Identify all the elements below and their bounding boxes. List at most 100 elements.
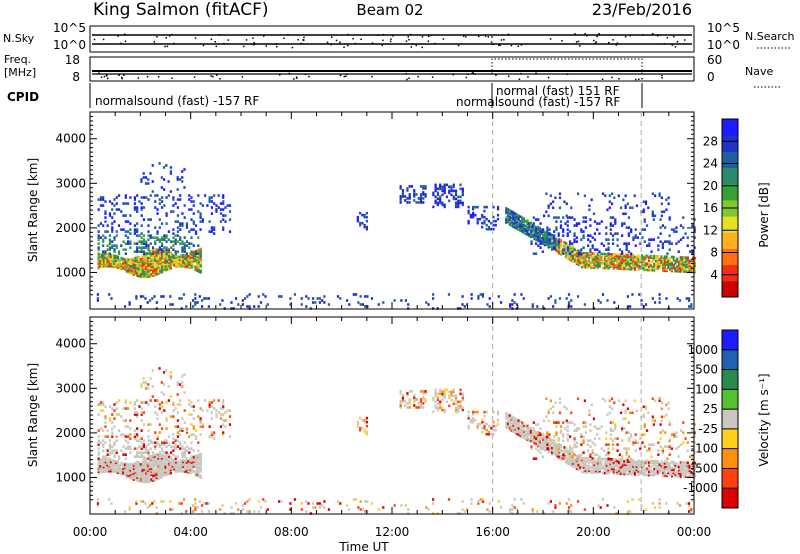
velocity-cell [573,445,576,448]
velocity-cell [158,445,161,448]
power-cell [197,260,201,264]
power-cell [628,253,631,257]
velocity-cell [568,452,571,455]
velocity-cell [542,435,545,438]
velocity-cell [656,471,659,474]
power-scatter [96,162,696,310]
velocity-cell [213,433,216,436]
power-cell [690,303,693,306]
velocity-cell [141,478,144,482]
power-cell [641,228,644,231]
power-cell [582,264,585,267]
power-cell [691,259,695,263]
power-cell [127,269,130,272]
power-cell [591,264,594,268]
power-cell [508,223,511,226]
power-cell [661,244,664,247]
power-cell [570,299,573,302]
velocity-cell [123,463,127,466]
velocity-cell [222,419,225,422]
power-cell [120,258,123,261]
power-cell [178,297,181,300]
power-cell [97,259,100,262]
velocity-cell [120,433,123,436]
power-cell [224,220,227,223]
velocity-cell [630,471,633,475]
velocity-cell [632,460,635,464]
velocity-cell [155,476,158,480]
power-cell [134,258,137,261]
velocity-cell [213,437,216,440]
velocity-cell [627,447,631,450]
power-cell [174,238,177,241]
power-cell [588,208,591,212]
power-cell [467,211,470,215]
velocity-cell [651,464,654,468]
power-cell [183,248,186,251]
power-cell [589,224,592,227]
velocity-cell [439,406,442,410]
power-cell [605,260,608,264]
velocity-cell [171,461,174,465]
velocity-cell [607,459,610,463]
velocity-cell [485,428,488,432]
nsky-point [520,44,523,46]
velocity-cell [160,455,164,458]
power-cell [413,189,416,192]
power-cell [499,301,503,304]
velocity-cell [510,424,513,428]
power-cell [111,260,114,264]
velocity-cell [676,470,679,473]
power-cell [546,238,549,241]
velocity-cell [630,433,633,436]
power-cell [577,250,580,254]
power-cell [581,261,584,264]
power-cell [589,253,593,257]
power-cell [607,246,610,249]
power-cell [554,301,557,304]
power-cell [158,162,161,165]
power-cell [675,226,678,229]
velocity-cell [115,470,118,474]
velocity-cell [600,425,603,428]
power-cell [554,248,557,252]
velocity-cell [181,451,184,454]
velocity-cell [554,448,557,452]
power-cell [674,262,677,265]
velocity-cell [668,439,671,442]
power-cell [551,233,554,237]
velocity-cell [434,394,437,398]
velocity-cell [183,470,187,473]
power-cell [159,260,162,264]
power-cell [122,266,125,270]
velocity-cell [434,404,437,408]
nsky-point [347,33,349,36]
power-cell [616,256,619,260]
power-cell [97,208,100,211]
power-cell [558,252,561,255]
velocity-cell [524,434,527,438]
power-cell [575,260,578,264]
velocity-cell [102,457,106,461]
power-cell [623,259,626,263]
power-cell [142,176,145,179]
velocity-cell [439,388,442,392]
power-cell [572,247,575,251]
velocity-cell [677,471,681,475]
power-cell [129,271,132,275]
power-cell [670,269,674,273]
velocity-cell [175,464,178,467]
power-cell [169,303,172,306]
velocity-cell [187,470,190,474]
power-cell [566,257,570,260]
nsky-point [457,44,460,47]
velocity-cell [196,455,199,459]
power-cell [146,256,150,260]
velocity-cell [133,401,136,404]
velocity-cell [155,477,158,481]
freq-point [171,77,173,79]
velocity-cell [522,433,526,436]
velocity-cell [623,461,626,465]
velocity-cell [408,402,411,405]
power-cell [136,228,139,231]
